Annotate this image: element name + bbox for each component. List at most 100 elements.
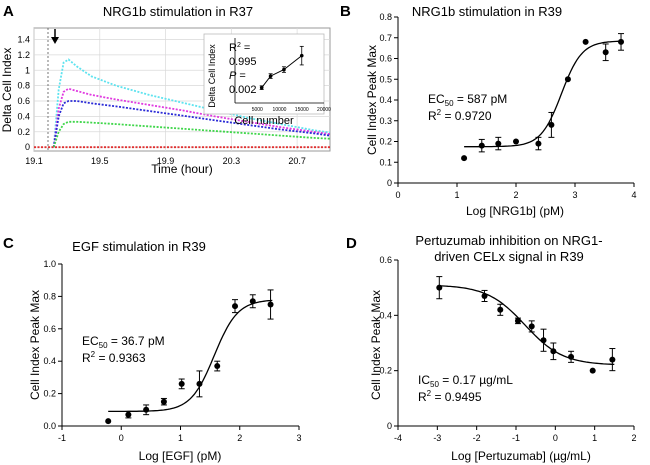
panel-b-data-point <box>461 155 468 162</box>
panel-a-series-cyan <box>52 58 331 148</box>
panel-a-inset: 5000 10000 15000 20000 R2 = 0.995 P = 0.002… <box>203 33 331 127</box>
panel-c-plot: -1 0 1 2 3 0.0 0.2 0.4 0.6 0.8 1.0 <box>43 259 301 443</box>
inset-p-value: 0.002 <box>229 84 257 96</box>
panel-b-r2: R2 = 0.9720 <box>428 108 492 123</box>
panel-c-xtick-label: -1 <box>58 433 66 443</box>
panel-a-ytick-label: 0.6 <box>17 96 30 106</box>
inset-point <box>259 85 264 90</box>
panel-b-ytick-label: 0.6 <box>379 54 392 64</box>
panel-d-r2: R2 = 0.9495 <box>418 389 482 404</box>
panel-d-xtick-label: -3 <box>433 433 441 443</box>
panel-b-xtick-label: 0 <box>395 190 400 200</box>
inset-fit-line <box>261 55 303 89</box>
panel-c-ytick-label: 0.4 <box>43 356 56 366</box>
panel-c-title: EGF stimulation in R39 <box>72 239 206 254</box>
inset-xtick-label: 5000 <box>252 107 263 113</box>
panel-c-ytick-label: 1.0 <box>43 259 56 269</box>
panel-c-ytick-label: 0.0 <box>43 421 56 431</box>
panel-a-xtick-label: 20.3 <box>223 156 241 166</box>
panel-a-ytick-label: 1.4 <box>17 35 30 45</box>
panel-d-data-point <box>528 323 535 330</box>
panel-letter-a: A <box>3 3 14 20</box>
panel-b-xlabel: Log [NRG1b] (pM) <box>466 204 564 218</box>
panel-d-data-point <box>497 306 504 313</box>
panel-a-ticks: 0 0.2 0.4 0.6 0.8 1 1.2 1.4 19.1 19.5 19.9 20.3 20.7 <box>17 35 305 166</box>
panel-a-xtick-label: 19.5 <box>91 156 109 166</box>
panel-c-ylabel: Cell Index Peak Max <box>28 290 42 400</box>
panel-b-data-point <box>495 140 502 147</box>
panel-c-data-point <box>178 380 185 387</box>
panel-d-ytick-label: 0.4 <box>379 310 392 320</box>
inset-r2-value: 0.995 <box>229 56 257 68</box>
panel-b-data-point <box>618 38 625 45</box>
panel-a-ylabel: Delta Cell Index <box>0 48 14 133</box>
panel-c-xlabel: Log [EGF] (pM) <box>139 449 222 463</box>
panel-c-r2: R2 = 0.9363 <box>82 350 146 365</box>
panel-b-data-point <box>602 49 609 56</box>
panel-b-ytick-label: 0.7 <box>379 33 392 43</box>
panel-c-ytick-label: 0.8 <box>43 291 56 301</box>
panel-b-data-point <box>513 138 519 145</box>
inset-xlabel: Cell number <box>234 115 294 127</box>
panel-a-ytick-label: 0.4 <box>17 111 30 121</box>
panel-b-xtick-label: 2 <box>513 190 518 200</box>
panel-d-xtick-label: -4 <box>394 433 402 443</box>
panel-b-fit-curve <box>464 40 623 148</box>
panel-c-data-point <box>232 303 239 310</box>
panel-b-data-point <box>582 38 589 45</box>
panel-b-data-point <box>478 142 485 149</box>
panel-d-data-point <box>568 353 575 360</box>
panel-c: C EGF stimulation in R39 Log [EGF] (pM) … <box>3 235 302 463</box>
inset-point <box>282 67 286 72</box>
panel-a-xtick-label: 19.1 <box>25 156 43 166</box>
panel-b-plot: 0 1 2 3 4 0 0.1 0.2 0.3 0.4 0.5 0.6 0.7 0.8 <box>379 12 636 200</box>
inset-xtick-label: 20000 <box>317 107 331 113</box>
panel-b-ytick-label: 0.1 <box>379 157 392 167</box>
panel-b-xtick-label: 1 <box>454 190 459 200</box>
panel-a-ytick-label: 0.2 <box>17 127 30 137</box>
panel-c-data-point <box>214 363 221 370</box>
panel-c-ytick-label: 0.2 <box>43 389 56 399</box>
panel-a-title: NRG1b stimulation in R37 <box>103 4 253 19</box>
panel-a-ytick-label: 1 <box>25 65 30 75</box>
stimulation-arrow-icon <box>51 29 59 44</box>
panel-d-data-point <box>550 348 557 355</box>
panel-c-xtick-label: 2 <box>237 433 242 443</box>
panel-a-ytick-label: 0 <box>25 142 30 152</box>
panel-a-series-blue <box>52 100 331 148</box>
panel-a-series <box>34 58 331 149</box>
panel-letter-b: B <box>340 3 351 20</box>
panel-b-title: NRG1b stimulation in R39 <box>412 4 562 19</box>
panel-a: A NRG1b stimulation in R37 0 0.2 0.4 0.6 0.8… <box>0 3 331 176</box>
panel-d-ytick-label: 0 <box>387 421 392 431</box>
panel-c-xtick-label: 1 <box>178 433 183 443</box>
panel-c-data-point <box>249 298 256 305</box>
panel-b-data-point <box>548 121 555 128</box>
panel-a-xlabel: Time (hour) <box>151 162 213 176</box>
panel-b-data-point <box>564 76 571 83</box>
panel-c-data-point <box>267 301 274 308</box>
panel-c-xtick-label: 3 <box>296 433 301 443</box>
panel-c-fit-curve <box>108 299 273 413</box>
panel-b-ylabel: Cell Index Peak Max <box>365 45 379 155</box>
inset-xtick-label: 10000 <box>273 107 287 113</box>
panel-d-xtick-label: -1 <box>512 433 520 443</box>
panel-letter-d: D <box>346 235 357 252</box>
inset-ylabel: Delta Cell Index <box>207 44 217 108</box>
panel-b-ec50: EC50 = 587 pM <box>428 92 507 108</box>
panel-a-series-green <box>52 120 331 148</box>
panel-b: B NRG1b stimulation in R39 Log [NRG1b] (… <box>340 3 637 218</box>
panel-c-xtick-label: 0 <box>119 433 124 443</box>
panel-c-data-point <box>105 418 112 425</box>
panel-b-ytick-label: 0.8 <box>379 12 392 22</box>
panel-d-ytick-label: 0.2 <box>379 366 392 376</box>
panel-c-ytick-label: 0.6 <box>43 324 56 334</box>
panel-d-data-point <box>540 337 547 344</box>
panel-b-xtick-label: 3 <box>572 190 577 200</box>
panel-b-ytick-label: 0 <box>387 178 392 188</box>
panel-d-xtick-label: -2 <box>473 433 481 443</box>
panel-letter-c: C <box>3 235 14 252</box>
panel-d-xtick-label: 0 <box>553 433 558 443</box>
panel-c-data-point <box>196 380 203 387</box>
panel-b-ytick-label: 0.4 <box>379 95 392 105</box>
